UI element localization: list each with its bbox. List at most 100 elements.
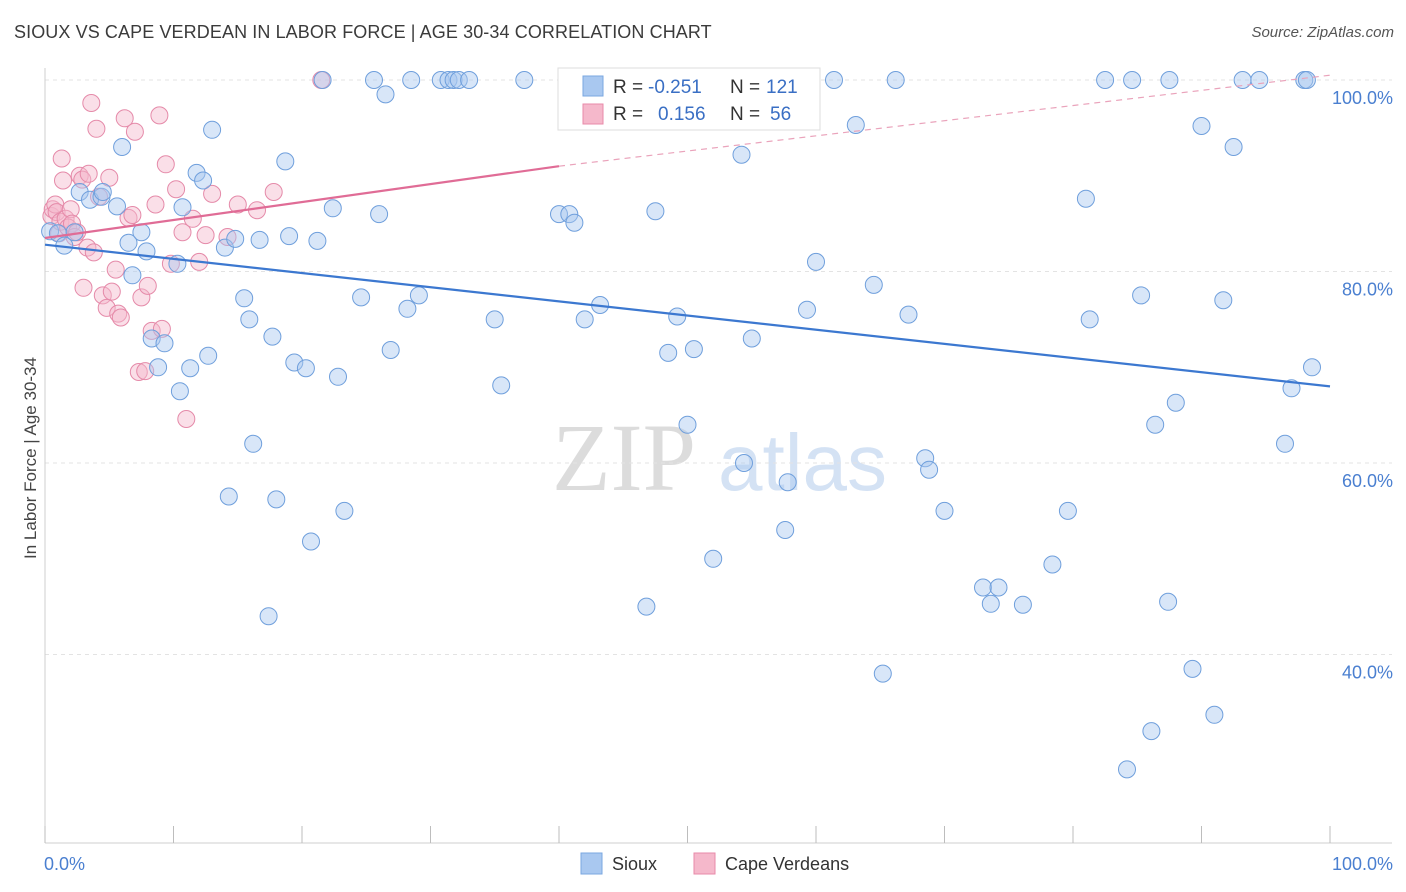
sioux-point xyxy=(864,275,883,294)
cape-verdean-point xyxy=(106,260,125,279)
stats-n-value-sioux: 121 xyxy=(766,77,798,98)
cape-verdean-point xyxy=(74,278,93,297)
sioux-point xyxy=(778,473,797,492)
sioux-point xyxy=(684,340,703,359)
sioux-point xyxy=(402,71,421,89)
stats-r-value-cape-verdeans: 0.156 xyxy=(658,104,706,125)
sioux-point xyxy=(873,664,892,683)
sioux-point xyxy=(1159,592,1178,611)
sioux-point xyxy=(329,367,347,386)
cape-verdean-point xyxy=(79,164,98,183)
sioux-point xyxy=(492,376,511,395)
sioux-point xyxy=(276,152,295,171)
sioux-point xyxy=(280,227,299,246)
sioux-point xyxy=(123,266,142,285)
trend-lines xyxy=(44,74,1331,388)
trend-line-cape-verdeans-extension xyxy=(558,74,1331,167)
gridlines xyxy=(45,79,1392,655)
cape-verdean-point xyxy=(54,171,72,190)
sioux-point xyxy=(659,343,678,362)
x-tick-labels: 0.0% 100.0% xyxy=(44,854,1393,874)
sioux-point xyxy=(560,205,579,224)
sioux-point xyxy=(155,334,174,353)
sioux-point xyxy=(335,501,354,520)
sioux-point xyxy=(244,434,263,453)
sioux-point xyxy=(250,230,269,249)
y-tick-label: 100.0% xyxy=(1332,88,1393,108)
watermark-zip: ZIP xyxy=(552,404,696,511)
sioux-point xyxy=(460,71,479,89)
stats-swatch-cape-verdeans xyxy=(582,103,604,125)
x-tick-label: 0.0% xyxy=(44,854,85,874)
sioux-point xyxy=(240,310,259,329)
sioux-point xyxy=(974,578,992,597)
sioux-point xyxy=(515,71,534,89)
cape-verdean-point xyxy=(84,243,103,262)
cape-verdean-point xyxy=(173,223,192,242)
stats-swatch-sioux xyxy=(582,75,604,97)
sioux-point xyxy=(920,460,939,479)
cape-verdean-point xyxy=(47,203,66,222)
sioux-point xyxy=(807,252,825,271)
source-credit: Source: ZipAtlas.com xyxy=(1251,24,1394,41)
cape-verdean-point xyxy=(203,184,222,203)
stats-box: R = -0.251 N = 121 R = 0.156 N = 56 xyxy=(557,67,821,131)
chart-title: SIOUX VS CAPE VERDEAN IN LABOR FORCE | A… xyxy=(14,22,712,42)
sioux-point xyxy=(1250,71,1269,89)
cape-verdean-point xyxy=(264,183,283,201)
sioux-point xyxy=(485,310,504,329)
axes xyxy=(44,68,1392,844)
sioux-point xyxy=(646,202,665,221)
sioux-point xyxy=(203,120,222,139)
sioux-point xyxy=(776,521,795,539)
sioux-point xyxy=(323,199,342,218)
sioux-point xyxy=(1058,501,1077,520)
sioux-point xyxy=(365,71,383,89)
sioux-point xyxy=(1276,434,1294,453)
cape-verdean-point xyxy=(125,122,144,141)
x-tick-label: 100.0% xyxy=(1332,854,1393,874)
sioux-point xyxy=(735,454,753,472)
cape-verdean-point xyxy=(150,106,169,125)
sioux-point xyxy=(113,138,132,156)
sioux-point xyxy=(1297,71,1316,89)
cape-verdean-point xyxy=(115,109,134,128)
sioux-point xyxy=(199,346,218,365)
stats-n-label-cape-verdeans: N = xyxy=(730,104,760,125)
sioux-point xyxy=(575,310,594,329)
stats-r-label-sioux: R = xyxy=(613,77,643,98)
sioux-point xyxy=(170,382,189,401)
legend-swatch-sioux xyxy=(580,852,603,875)
cape-verdean-point xyxy=(132,288,151,307)
watermark-atlas: atlas xyxy=(718,418,887,507)
cape-verdean-point xyxy=(228,195,247,214)
sioux-point xyxy=(370,205,389,224)
cape-verdean-point xyxy=(138,276,157,295)
sioux-point xyxy=(1166,393,1185,412)
sioux-point xyxy=(149,358,168,377)
cape-verdean-point xyxy=(167,180,186,199)
sioux-point xyxy=(381,341,400,359)
sioux-point xyxy=(637,597,656,616)
sioux-point xyxy=(302,532,320,551)
trend-line-cape-verdeans xyxy=(44,165,560,240)
series-cape-verdeans-points xyxy=(42,71,331,428)
stats-r-label-cape-verdeans: R = xyxy=(613,104,643,125)
sioux-point xyxy=(1192,117,1211,135)
sioux-point xyxy=(732,145,751,164)
sioux-point xyxy=(70,183,89,201)
sioux-point xyxy=(846,116,865,134)
cape-verdean-point xyxy=(129,363,148,381)
y-tick-label: 60.0% xyxy=(1342,471,1393,491)
sioux-point xyxy=(704,549,723,568)
sioux-point xyxy=(1013,595,1032,614)
sioux-point xyxy=(1146,415,1165,434)
sioux-point xyxy=(296,359,315,378)
sioux-point xyxy=(550,205,568,224)
sioux-point xyxy=(1076,189,1095,208)
trend-line-sioux xyxy=(44,243,1331,388)
cape-verdean-point xyxy=(102,282,121,301)
sioux-point xyxy=(899,305,918,324)
sioux-point xyxy=(1160,71,1179,89)
